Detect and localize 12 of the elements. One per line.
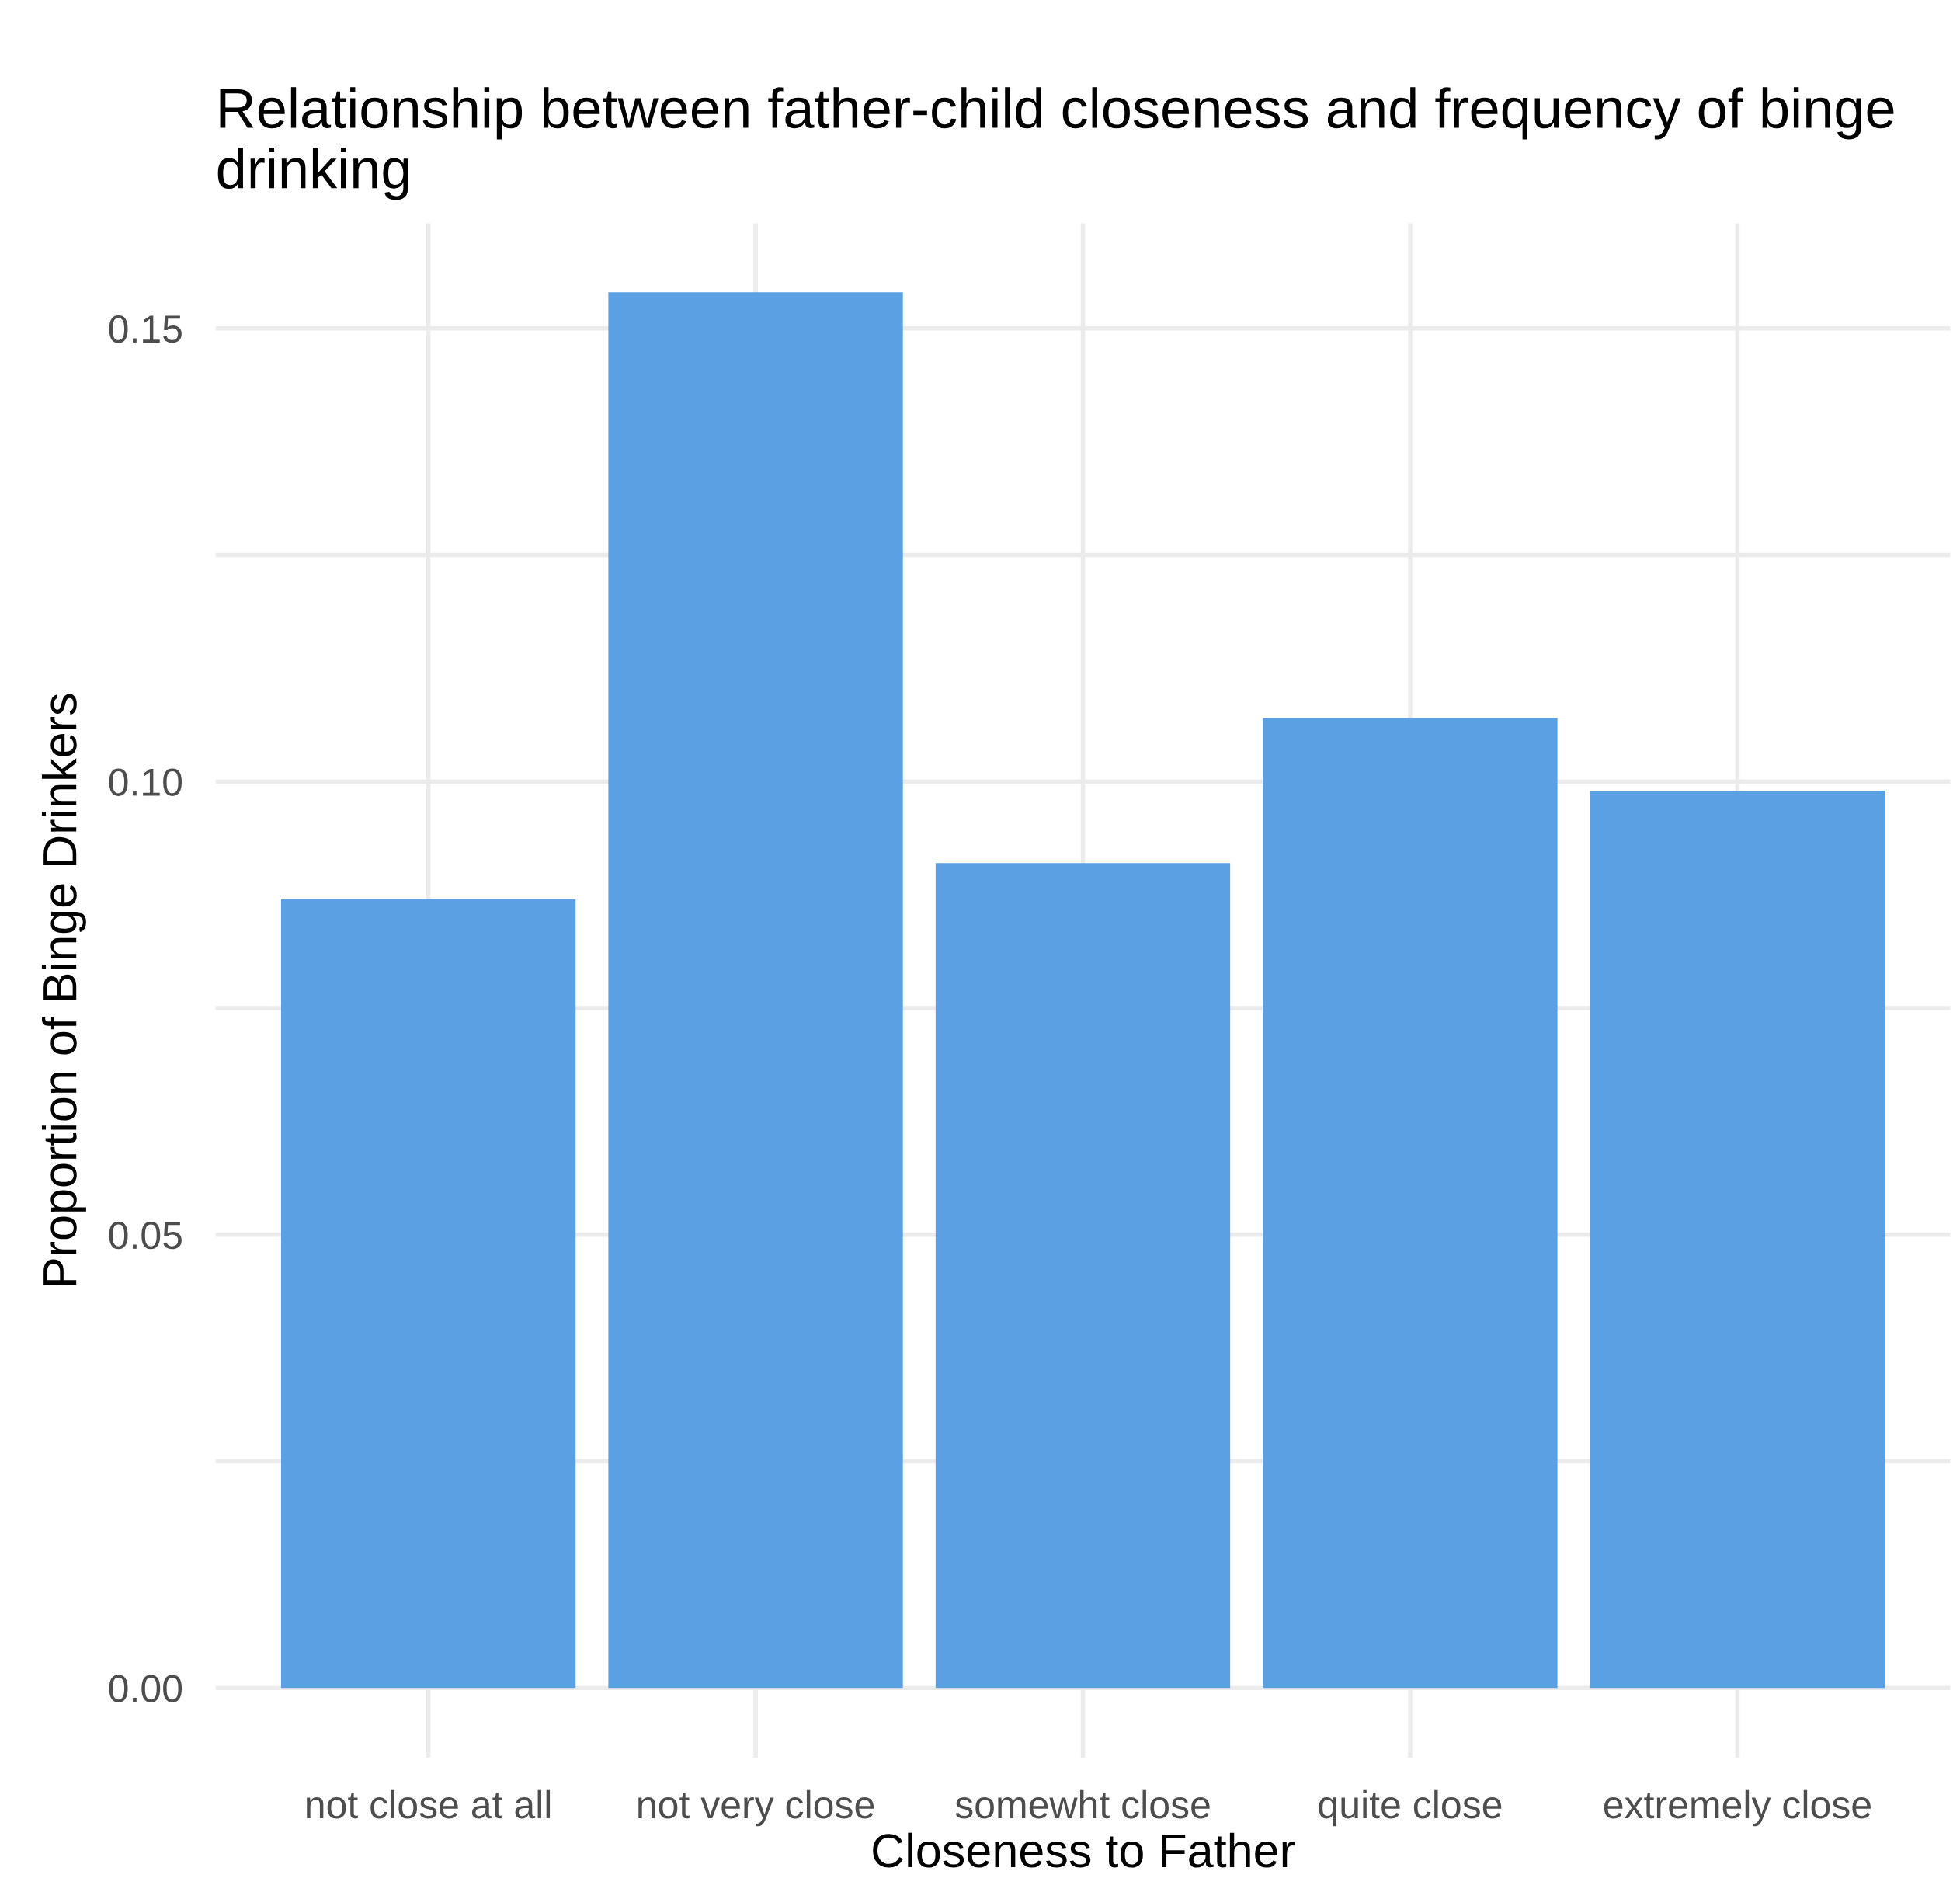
x-tick-label: somewht close [955,1789,1210,1819]
chart-title: Relationship between father-child closeness and frequency of binge drinking [217,87,1894,200]
x-tick-label: not close at all [307,1789,551,1819]
y-tick-label: 0.15 [109,315,182,343]
y-tick-label: 0.10 [109,768,182,796]
y-tick-label: 0.05 [109,1221,182,1250]
y-tick-label: 0.00 [109,1675,182,1702]
x-axis-title: Closeness to Father [873,1832,1295,1868]
x-tick-label: not very close [638,1789,874,1827]
x-tick-label: quite close [1319,1789,1502,1827]
x-tick-label: extremely close [1604,1789,1871,1827]
y-axis-title: Proportion of Binge Drinkers [41,694,86,1285]
